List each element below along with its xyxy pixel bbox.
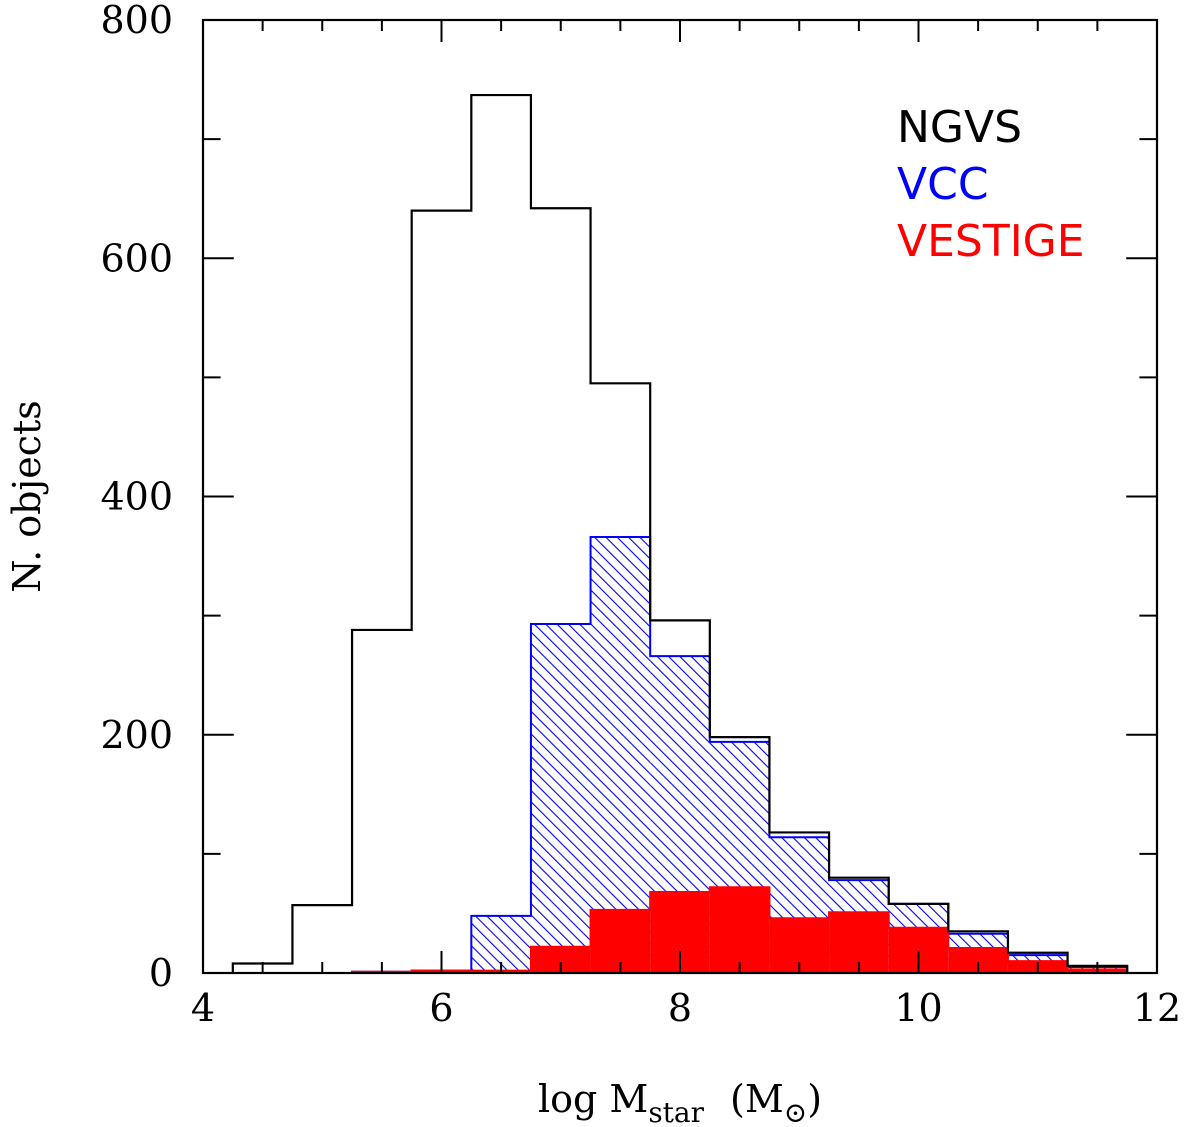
vestige-bar — [709, 887, 770, 973]
legend: NGVS VCC VESTIGE — [897, 102, 1085, 267]
y-tick-label: 200 — [100, 713, 173, 757]
legend-entry-vcc: VCC — [897, 159, 989, 210]
y-tick-label: 400 — [100, 475, 173, 519]
vcc-bar — [590, 537, 651, 973]
y-tick-label: 800 — [100, 0, 173, 42]
x-tick-label: 10 — [894, 986, 942, 1030]
y-axis-label: N. objects — [5, 400, 49, 593]
series-layer — [231, 93, 1129, 973]
y-tick-label: 600 — [100, 236, 173, 280]
vestige-outline — [351, 886, 1129, 973]
vcc-bar — [530, 623, 591, 973]
series-vestige — [351, 886, 1129, 973]
x-axis-label: log Mstar (M⊙) — [538, 1077, 822, 1127]
x-tick-label: 12 — [1133, 986, 1181, 1030]
x-tick-label: 8 — [668, 986, 692, 1030]
axes-layer — [201, 18, 1159, 975]
x-tick-label: 6 — [429, 986, 453, 1030]
series-ngvs — [231, 93, 1129, 973]
labels-layer: 4 6 8 10 12 0 200 400 600 800 log Mstar (M⊙) N. obje… — [5, 0, 1181, 1127]
y-tick-label: 0 — [149, 951, 173, 995]
ngvs-outline — [231, 93, 1129, 973]
legend-entry-ngvs: NGVS — [897, 102, 1022, 153]
legend-entry-vestige: VESTIGE — [897, 216, 1085, 267]
x-tick-label: 4 — [191, 986, 215, 1030]
